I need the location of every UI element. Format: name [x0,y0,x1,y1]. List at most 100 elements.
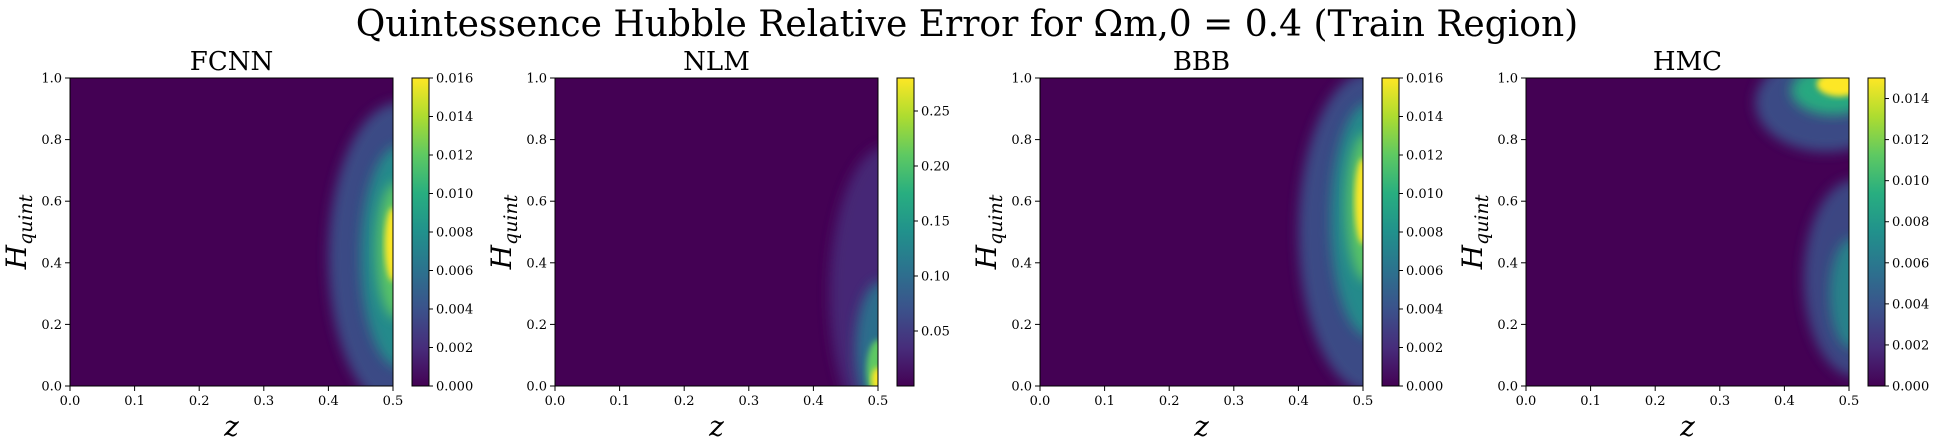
colorbar-tick-label: 0.006 [1406,264,1443,279]
colorbar-tick-label: 0.010 [1892,174,1929,189]
colorbar-gradient [1867,77,1886,387]
colorbar-tick-label: 0.000 [1892,380,1929,395]
y-axis-label: Hquint [970,194,1007,270]
y-tick-label: 0.0 [1497,380,1518,395]
y-tick-label: 0.8 [1497,133,1518,148]
y-tick-label: 0.0 [41,380,62,395]
colorbar-tick-label: 0.014 [436,110,473,125]
colorbar-tick-label: 0.002 [436,341,473,356]
y-axis-label: Hquint [485,194,522,270]
heatmap [555,78,878,386]
colorbar-tick-label: 0.014 [1406,110,1443,125]
plot-frame [554,77,879,387]
colorbar-tick-label: 0.016 [1406,72,1443,87]
colorbar-gradient [411,77,430,387]
heatmap-region [871,367,878,386]
x-axis-label: z [1679,410,1695,443]
heatmap-region [1354,158,1363,245]
colorbar-gradient [896,77,915,387]
colorbar-tick-label: 0.010 [436,187,473,202]
colorbar: 0.05 0.10 0.15 0.20 0.25 [896,77,950,387]
colorbar-tick-label: 0.002 [1892,338,1929,353]
heatmap-region [384,207,393,282]
heatmap-background [555,78,878,386]
y-tick-label: 0.0 [526,380,547,395]
heatmap [1040,78,1363,386]
colorbar-tick-label: 0.008 [1892,215,1929,230]
colorbar: 0.000 0.002 0.004 0.006 0.008 0.010 0.012 0.014… [1381,72,1443,395]
colorbar-tick-label: 0.012 [1406,149,1443,164]
x-tick-label: 0.5 [1839,394,1860,409]
heatmap-region [1829,238,1849,349]
panel-title: FCNN [190,47,273,77]
colorbar-tick-label: 0.004 [1406,303,1443,318]
x-tick-label: 0.5 [868,394,889,409]
y-tick-label: 0.2 [526,318,547,333]
x-tick-label: 0.2 [189,394,210,409]
colorbar-tick-label: 0.006 [1892,256,1929,271]
panels: FCNN 0.0 0.1 0.2 0.3 0.4 0.5 0.0 0.2 0.4 0.6 0.8 1.0… [0,47,1929,443]
heatmap-region [376,183,393,318]
colorbar: 0.000 0.002 0.004 0.006 0.008 0.010 0.012 0.014 [1867,77,1929,395]
heatmap-region [1346,134,1363,281]
x-tick-label: 0.0 [1030,394,1051,409]
y-tick-label: 0.2 [41,318,62,333]
x-tick-label: 0.0 [1516,394,1537,409]
colorbar-tick-label: 0.008 [1406,226,1443,241]
x-tick-label: 0.4 [1288,394,1309,409]
colorbar-tick-label: 0.20 [921,160,950,175]
y-tick-label: 1.0 [526,72,547,87]
colorbar-tick-label: 0.016 [436,72,473,87]
colorbar-tick-label: 0.004 [436,303,473,318]
x-tick-label: 0.4 [318,394,339,409]
x-tick-label: 0.1 [1094,394,1115,409]
panel-bbb: BBB 0.0 0.1 0.2 0.3 0.4 0.5 0.0 0.2 0.4 0.6 0.8 1.0 z… [970,47,1443,443]
y-tick-label: 0.8 [1011,133,1032,148]
x-axis-label: z [1193,410,1209,443]
colorbar-tick-label: 0.000 [436,380,473,395]
colorbar-tick-label: 0.05 [921,325,950,340]
colorbar-tick-label: 0.010 [1406,187,1443,202]
x-tick-label: 0.2 [1159,394,1180,409]
x-tick-label: 0.4 [803,394,824,409]
y-tick-label: 1.0 [41,72,62,87]
y-tick-label: 0.2 [1011,318,1032,333]
plot-frame [69,77,394,387]
y-tick-label: 0.2 [1497,318,1518,333]
plot-frame [1525,77,1850,387]
y-tick-label: 0.6 [526,195,547,210]
y-tick-label: 0.4 [1497,256,1518,271]
panel-nlm: NLM 0.0 0.1 0.2 0.3 0.4 0.5 0.0 0.2 0.4 0.6 0.8 1.0 z… [485,47,950,443]
y-tick-label: 0.6 [41,195,62,210]
y-tick-label: 1.0 [1011,72,1032,87]
heatmap [70,78,393,386]
x-tick-label: 0.3 [738,394,759,409]
x-tick-label: 0.5 [383,394,404,409]
x-tick-label: 0.3 [1709,394,1730,409]
x-tick-label: 0.0 [60,394,81,409]
y-tick-label: 0.6 [1011,195,1032,210]
colorbar-tick-label: 0.006 [436,264,473,279]
y-tick-label: 0.4 [1011,256,1032,271]
y-tick-label: 0.8 [526,133,547,148]
plot-frame [1039,77,1364,387]
y-tick-label: 0.4 [526,256,547,271]
x-tick-label: 0.1 [1580,394,1601,409]
panel-fcnn: FCNN 0.0 0.1 0.2 0.3 0.4 0.5 0.0 0.2 0.4 0.6 0.8 1.0… [0,47,473,443]
y-axis-label: Hquint [1456,194,1493,270]
panel-hmc: HMC 0.0 0.1 0.2 0.3 0.4 0.5 0.0 0.2 0.4 0.6 0.8 1.0 z… [1456,47,1929,443]
colorbar-tick-label: 0.012 [1892,133,1929,148]
y-axis-label: Hquint [0,194,37,270]
x-tick-label: 0.3 [1223,394,1244,409]
colorbar-tick-label: 0.008 [436,226,473,241]
x-tick-label: 0.1 [609,394,630,409]
x-tick-label: 0.1 [124,394,145,409]
heatmap [1526,78,1849,386]
colorbar-tick-label: 0.15 [921,215,950,230]
colorbar-tick-label: 0.10 [921,270,950,285]
colorbar-tick-label: 0.012 [436,149,473,164]
heatmap-region [1816,78,1849,97]
colorbar-gradient [1381,77,1400,387]
colorbar-tick-label: 0.004 [1892,297,1929,312]
